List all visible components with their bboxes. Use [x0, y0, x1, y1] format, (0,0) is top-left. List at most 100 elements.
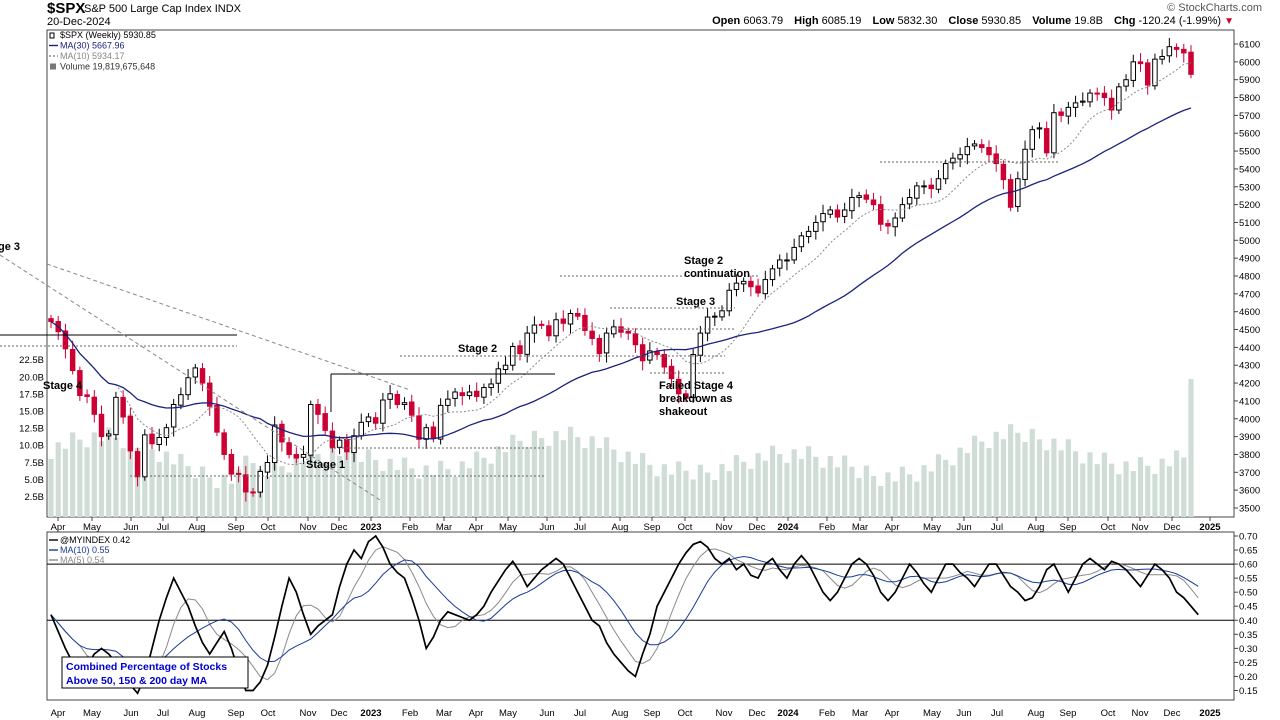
candle-body: [957, 154, 963, 160]
price-tick-label: 4500: [1239, 325, 1260, 336]
month-tick-label: Apr: [51, 708, 66, 719]
month-tick-label: Dec: [331, 708, 348, 719]
price-legend-item: Volume 19,819,675,648: [60, 62, 155, 72]
month-tick-label: Dec: [749, 522, 766, 533]
indicator-tick-label: 0.65: [1239, 546, 1258, 557]
volume-bar: [315, 454, 321, 517]
candle-body: [661, 354, 668, 368]
volume-tick-label: 10.0B: [19, 441, 44, 452]
volume-bar: [380, 470, 386, 517]
month-tick-label: Jun: [956, 708, 971, 719]
volume-bar: [344, 442, 350, 517]
ohlc-bar: Open 6063.79 High 6085.19 Low 5832.30 Cl…: [712, 15, 1234, 27]
volume-bar: [813, 456, 819, 517]
volume-bar: [1015, 432, 1021, 517]
month-tick-label: Dec: [1164, 522, 1181, 533]
volume-bar: [697, 464, 703, 517]
candle-body: [437, 404, 444, 440]
month-tick-label: Aug: [1028, 708, 1045, 719]
month-tick-label: May: [499, 708, 517, 719]
candle-body: [827, 209, 833, 215]
candle-body: [798, 235, 805, 248]
candle-body: [712, 315, 718, 318]
candle-body: [726, 289, 732, 312]
volume-tick-label: 7.5B: [24, 458, 44, 469]
volume-bar: [272, 459, 278, 517]
volume-bar: [640, 453, 646, 517]
candle-body: [264, 461, 271, 473]
volume-bar: [625, 451, 631, 517]
volume-bar: [842, 455, 848, 517]
volume-bar: [445, 469, 451, 517]
candle-body: [430, 426, 437, 439]
volume-bar: [964, 453, 970, 517]
candle-body: [805, 230, 812, 238]
volume-bar: [279, 466, 285, 517]
candle-body: [48, 318, 54, 323]
candle-body: [596, 337, 603, 355]
candle-body: [748, 280, 754, 288]
candle-body: [675, 378, 682, 395]
volume-bar: [488, 463, 494, 517]
volume-bar: [430, 474, 437, 517]
volume-tick-label: 20.0B: [19, 372, 44, 383]
volume-bar: [1008, 424, 1014, 517]
candle-body: [1072, 102, 1079, 108]
candle-body: [553, 319, 559, 337]
volume-bar: [784, 462, 790, 517]
volume-bar: [899, 466, 905, 517]
month-tick-label: Oct: [1101, 522, 1116, 533]
volume-bar: [654, 476, 660, 517]
candle-body: [142, 434, 148, 478]
candle-body: [841, 209, 848, 217]
candle-body: [315, 403, 321, 415]
volume-tick-label: 22.5B: [19, 355, 44, 366]
price-tick-label: 6000: [1239, 57, 1260, 68]
candle-body: [755, 285, 761, 294]
stage2-continuation-label: Stage 2: [684, 255, 723, 267]
price-tick-label: 5400: [1239, 164, 1260, 175]
volume-bar: [438, 460, 444, 517]
candle-body: [206, 382, 213, 407]
candle-body: [769, 268, 776, 281]
candle-body: [156, 437, 162, 445]
volume-swatch-icon: [50, 63, 56, 70]
candle-body: [1108, 97, 1115, 111]
ma10-line: [50, 62, 1192, 466]
candle-body: [423, 427, 429, 440]
volume-bar: [1173, 450, 1180, 517]
volume-bar: [329, 447, 335, 517]
month-tick-label: Jun: [539, 708, 554, 719]
volume-bar: [1080, 463, 1086, 517]
month-tick-label: May: [83, 708, 101, 719]
volume-bar: [777, 454, 783, 517]
volume-bar: [791, 449, 797, 517]
volume-bar: [1152, 473, 1158, 517]
indicator-tick-label: 0.35: [1239, 630, 1258, 641]
volume-bar: [798, 458, 804, 517]
candle-body: [582, 314, 588, 331]
candle-body: [466, 391, 473, 397]
candle-body: [98, 413, 105, 438]
candle-body: [149, 433, 155, 445]
candle-body: [329, 430, 336, 448]
volume-bar: [979, 441, 985, 517]
candle-body: [1051, 112, 1057, 154]
volume-bar: [308, 446, 314, 517]
volume-bar: [84, 447, 90, 517]
candle-body: [1152, 58, 1158, 87]
candle-body: [1022, 148, 1028, 180]
candle-body: [878, 204, 884, 225]
upper-trend-line: [46, 263, 411, 391]
month-tick-label: Oct: [261, 708, 276, 719]
candle-body: [380, 399, 386, 424]
volume-bar: [878, 485, 884, 517]
indicator-tick-label: 0.60: [1239, 560, 1258, 571]
volume-bar: [214, 487, 220, 517]
candle-body: [776, 259, 783, 269]
volume-bar: [106, 427, 112, 517]
month-tick-label: Jun: [123, 708, 138, 719]
month-tick-label: Mar: [852, 708, 868, 719]
volume-bar: [870, 476, 877, 517]
